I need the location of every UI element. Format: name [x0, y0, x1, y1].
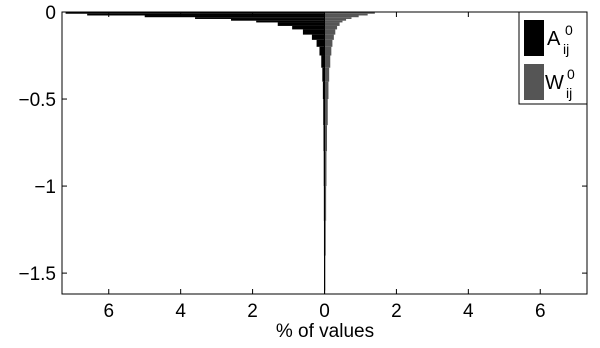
bar-w-1	[324, 13, 368, 16]
bar-a-14	[322, 81, 325, 100]
x-tick-label: 2	[391, 301, 402, 322]
bar-a-6	[277, 22, 325, 26]
y-tick-label: −0.5	[18, 90, 56, 111]
bar-a-5	[256, 20, 325, 23]
bar-w-2	[324, 15, 359, 18]
bar-a-2	[144, 15, 325, 18]
bar-w-15	[324, 99, 328, 126]
legend: A ij 0 W ij 0	[518, 11, 588, 105]
legend-swatch-a	[524, 20, 544, 56]
bar-a-4	[231, 18, 325, 21]
bar-a-15	[323, 99, 325, 126]
bar-a-1	[87, 13, 325, 16]
bar-a-13	[322, 67, 325, 82]
bar-w-7	[324, 25, 338, 30]
y-tick-label: −1	[34, 177, 56, 198]
legend-label-w: W	[545, 72, 564, 94]
bar-w-17	[324, 151, 327, 187]
x-tick-label: 6	[103, 301, 114, 322]
bar-w-11	[324, 46, 332, 56]
bar-w-9	[324, 34, 334, 40]
bar-w-10	[324, 39, 333, 47]
bar-w-12	[324, 55, 331, 68]
bar-w-18	[324, 186, 327, 221]
x-tick-label: 4	[463, 301, 474, 322]
bar-w-19	[324, 220, 326, 256]
legend-swatch-w	[524, 64, 544, 100]
bar-w-16	[324, 125, 328, 152]
bars-layer	[65, 12, 375, 294]
legend-label-a-sub: ij	[563, 41, 569, 57]
x-tick-label: 2	[247, 301, 258, 322]
bar-w-8	[324, 29, 336, 35]
bar-w-13	[324, 67, 330, 82]
bar-a-16	[323, 125, 325, 152]
bar-w-0	[324, 12, 375, 14]
bar-a-3	[195, 17, 325, 19]
y-tick-label: 0	[45, 3, 56, 24]
x-tick-label: 6	[535, 301, 546, 322]
bar-a-9	[311, 34, 325, 40]
bar-a-10	[316, 39, 325, 47]
x-axis-label: % of values	[276, 321, 374, 342]
x-tick-label: 4	[175, 301, 186, 322]
bar-w-4	[324, 18, 347, 21]
bar-w-6	[324, 22, 340, 26]
x-tick-label: 0	[319, 301, 330, 322]
legend-label-w-main: W	[545, 72, 564, 94]
bar-w-3	[324, 17, 352, 19]
bar-a-8	[302, 29, 325, 35]
legend-label-w-sup: 0	[567, 66, 575, 82]
bar-w-5	[324, 20, 343, 23]
bar-a-12	[321, 55, 325, 68]
bar-a-0	[65, 12, 325, 14]
legend-label-w-sub: ij	[566, 85, 572, 101]
legend-label-a-sup: 0	[565, 22, 573, 38]
y-tick-label: −1.5	[18, 264, 56, 285]
legend-label-a: A	[547, 28, 561, 50]
bar-w-14	[324, 81, 329, 100]
legend-label-a-main: A	[547, 28, 561, 50]
bar-a-7	[292, 25, 325, 30]
bar-a-11	[319, 46, 325, 56]
ticks-layer: 6 4 2 0 2 4 6 0 −0.5 −1 −1.5	[18, 3, 587, 322]
